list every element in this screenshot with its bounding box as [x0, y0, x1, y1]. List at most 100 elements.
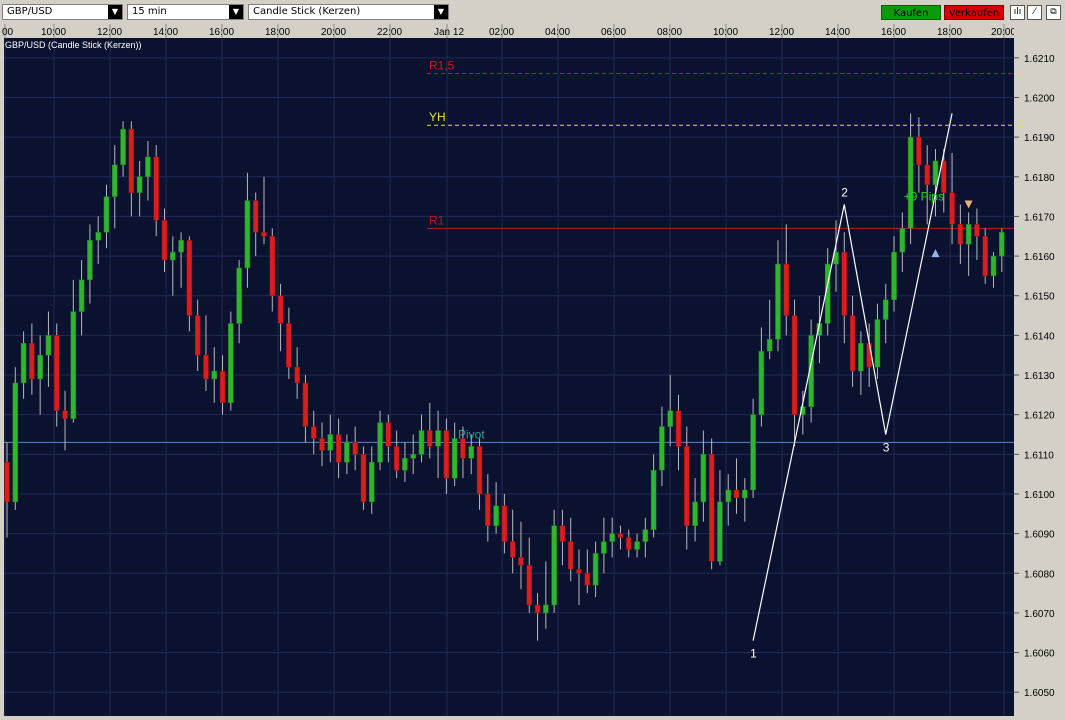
candle-body	[310, 426, 317, 439]
pattern-lines: 1 2 3 +9 Pips	[750, 113, 973, 661]
candle-body	[418, 430, 425, 455]
bull-candle	[45, 311, 52, 387]
bull-candle	[244, 172, 251, 288]
candle-body	[518, 557, 524, 566]
candle-body	[62, 410, 68, 419]
candle-body	[103, 196, 110, 233]
candle-body	[659, 426, 665, 471]
candle-body	[692, 501, 698, 526]
bear-candle	[675, 394, 682, 471]
candle-body	[244, 200, 251, 269]
bull-candle	[37, 335, 43, 415]
candle-body	[509, 541, 516, 558]
symbol-select[interactable]: GBP/USD ▼	[2, 4, 123, 20]
candle-body	[261, 232, 267, 237]
candle-body	[808, 335, 814, 407]
candle-body	[783, 263, 790, 316]
bear-candle	[849, 295, 856, 387]
candle-body	[982, 235, 988, 277]
candle-body	[965, 224, 972, 245]
candle-body	[327, 434, 334, 451]
bull-candle	[882, 283, 889, 344]
bear-candle	[974, 208, 980, 261]
candle-body	[427, 430, 433, 447]
bear-candle	[310, 410, 317, 455]
buy-arrow-icon	[931, 249, 940, 258]
timeframe-select[interactable]: 15 min ▼	[127, 4, 244, 20]
bull-candle	[435, 410, 441, 479]
candle-body	[45, 335, 52, 356]
bull-candle	[891, 236, 897, 312]
candle-body	[742, 489, 748, 499]
bottom-border	[4, 716, 1065, 720]
candle-body	[369, 461, 375, 503]
candle-body	[53, 335, 60, 411]
bull-candle	[236, 260, 242, 344]
bear-candle	[302, 375, 309, 443]
bull-candle	[178, 232, 184, 288]
bull-candle	[601, 517, 607, 574]
candle-body	[236, 267, 242, 324]
candle-body	[269, 235, 276, 296]
candle-body	[435, 430, 441, 447]
bear-candle	[949, 152, 955, 245]
x-axis-strip	[4, 24, 1014, 38]
x-tick-label: 18:00	[937, 27, 962, 38]
bull-candle	[725, 474, 731, 526]
bull-candle	[750, 398, 756, 498]
chevron-down-icon[interactable]: ▼	[108, 5, 122, 19]
candle-body	[460, 438, 466, 459]
grid	[4, 38, 1014, 716]
candle-body	[675, 410, 682, 447]
bull-candle	[609, 517, 615, 558]
candle-body	[145, 156, 151, 178]
pips-annotation: +9 Pips	[904, 190, 944, 204]
bear-candle	[219, 355, 226, 415]
chart-style-select[interactable]: Candle Stick (Kerzen) ▼	[248, 4, 449, 20]
buy-button[interactable]: Kaufen	[881, 5, 941, 20]
bull-candle	[211, 347, 217, 403]
candle-body	[634, 541, 640, 550]
bull-candle	[418, 414, 425, 463]
bear-candle	[277, 283, 284, 352]
left-border	[0, 24, 4, 720]
sell-button[interactable]: Verkaufen	[944, 5, 1004, 20]
bear-candle	[269, 228, 276, 312]
candle-body	[775, 263, 781, 340]
bear-candle	[559, 509, 566, 566]
draw-line-icon[interactable]: ⁄	[1027, 5, 1042, 20]
bull-candle	[758, 327, 765, 427]
bear-candle	[443, 418, 450, 494]
popout-icon[interactable]: ⧉	[1046, 5, 1061, 20]
candle-body	[485, 493, 491, 526]
bull-candle	[858, 331, 864, 395]
bear-candle	[319, 422, 325, 467]
bull-candle	[78, 260, 85, 336]
bull-candle	[717, 470, 723, 566]
x-tick-label: 06:00	[601, 27, 626, 38]
bull-candle	[402, 442, 408, 483]
y-tick-label: 1.6180	[1024, 173, 1055, 184]
bear-candle	[783, 224, 790, 336]
candle-body	[468, 446, 474, 459]
candle-body	[667, 410, 673, 427]
x-tick-label: 00	[2, 27, 14, 38]
chevron-down-icon[interactable]: ▼	[229, 5, 243, 19]
bear-candle	[733, 458, 740, 514]
candle-body	[949, 192, 955, 225]
bear-candle	[584, 549, 591, 594]
pattern-zigzag	[752, 113, 953, 641]
bar-chart-icon[interactable]: ılı	[1010, 5, 1025, 20]
bear-candle	[385, 414, 392, 463]
x-tick-label: 14:00	[825, 27, 850, 38]
plot-area	[4, 24, 1014, 716]
bear-candle	[626, 529, 632, 558]
bull-candle	[874, 303, 881, 379]
candle-body	[849, 315, 856, 372]
chevron-down-icon[interactable]: ▼	[434, 5, 448, 19]
bear-candle	[29, 323, 35, 395]
bull-candle	[551, 509, 557, 613]
bear-candle	[203, 315, 209, 391]
bear-candle	[186, 236, 193, 332]
